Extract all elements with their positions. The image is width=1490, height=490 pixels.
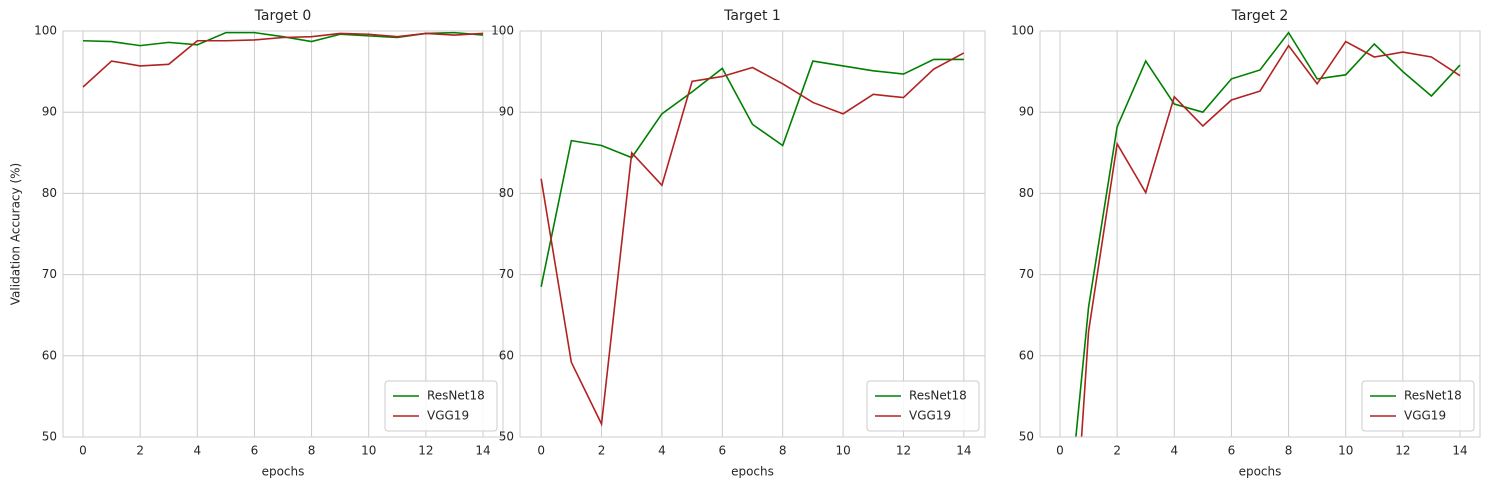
series-line xyxy=(540,58,964,287)
panel: 50 60 70 80 90 100 0 2 4 6 8 10 12 14 Target 2 epochs Re… xyxy=(1011,8,1481,479)
x-axis-label: epochs xyxy=(1239,465,1282,479)
y-tick-label: 70 xyxy=(499,267,514,281)
series-line xyxy=(82,32,484,88)
legend-box xyxy=(866,380,980,432)
legend-label: ResNet18 xyxy=(427,389,485,403)
y-tick-label: 60 xyxy=(499,348,514,362)
y-tick-label: 100 xyxy=(34,24,57,38)
legend-label: VGG19 xyxy=(1404,409,1446,423)
y-tick-label: 100 xyxy=(1011,24,1034,38)
series-line xyxy=(1075,31,1461,437)
x-tick-label: 4 xyxy=(658,444,666,458)
x-tick-label: 12 xyxy=(418,444,433,458)
chart-title: Target 1 xyxy=(723,8,781,24)
x-axis-label: epochs xyxy=(731,465,774,479)
y-tick-label: 50 xyxy=(42,430,57,444)
x-tick-label: 6 xyxy=(718,444,726,458)
chart-title: Target 0 xyxy=(254,8,312,24)
x-tick-label: 10 xyxy=(1338,444,1353,458)
x-tick-label: 10 xyxy=(361,444,376,458)
x-tick-label: 14 xyxy=(1452,444,1467,458)
panel: 50 60 70 80 90 100 0 2 4 6 8 10 12 14 Target 0 epochs Va… xyxy=(9,8,504,479)
x-tick-label: 4 xyxy=(1170,444,1178,458)
legend-label: VGG19 xyxy=(427,409,469,423)
x-tick-label: 6 xyxy=(1228,444,1236,458)
series-line xyxy=(1080,40,1461,437)
legend-label: ResNet18 xyxy=(1404,389,1462,403)
x-tick-label: 2 xyxy=(1113,444,1121,458)
x-tick-label: 0 xyxy=(537,444,545,458)
x-tick-label: 14 xyxy=(956,444,971,458)
x-axis-label: epochs xyxy=(262,465,305,479)
chart-title: Target 2 xyxy=(1231,8,1289,24)
x-tick-label: 12 xyxy=(896,444,911,458)
legend: ResNet18 VGG19 xyxy=(1361,380,1475,432)
y-tick-label: 50 xyxy=(499,430,514,444)
y-tick-label: 80 xyxy=(499,186,514,200)
y-tick-label: 90 xyxy=(1019,105,1034,119)
x-tick-label: 4 xyxy=(193,444,201,458)
x-tick-label: 0 xyxy=(79,444,87,458)
y-axis-label: Validation Accuracy (%) xyxy=(9,163,23,305)
y-tick-label: 100 xyxy=(491,24,514,38)
x-tick-label: 0 xyxy=(1056,444,1064,458)
y-tick-label: 90 xyxy=(42,105,57,119)
x-tick-label: 8 xyxy=(1285,444,1293,458)
y-tick-label: 80 xyxy=(42,186,57,200)
plot-lines xyxy=(1075,31,1461,437)
plot-frame xyxy=(1039,30,1481,438)
x-tick-label: 6 xyxy=(251,444,259,458)
x-tick-label: 8 xyxy=(308,444,316,458)
x-tick-label: 2 xyxy=(598,444,606,458)
y-tick-label: 50 xyxy=(1019,430,1034,444)
x-tick-label: 2 xyxy=(136,444,144,458)
legend: ResNet18 VGG19 xyxy=(866,380,980,432)
y-tick-label: 70 xyxy=(42,267,57,281)
y-tick-label: 80 xyxy=(1019,186,1034,200)
legend: ResNet18 VGG19 xyxy=(384,380,498,432)
y-tick-label: 60 xyxy=(1019,348,1034,362)
plot-lines xyxy=(540,52,965,427)
panel: 50 60 70 80 90 100 0 2 4 6 8 10 12 14 Target 1 epochs Re… xyxy=(491,8,986,479)
plot-frame xyxy=(519,30,986,438)
x-tick-label: 8 xyxy=(779,444,787,458)
plot-lines xyxy=(82,31,484,88)
plot-frame xyxy=(62,30,504,438)
legend-box xyxy=(384,380,498,432)
series-line xyxy=(82,31,484,47)
x-tick-label: 14 xyxy=(475,444,490,458)
y-tick-label: 90 xyxy=(499,105,514,119)
x-tick-label: 10 xyxy=(835,444,850,458)
y-tick-label: 70 xyxy=(1019,267,1034,281)
y-tick-label: 60 xyxy=(42,348,57,362)
x-tick-label: 12 xyxy=(1395,444,1410,458)
legend-label: ResNet18 xyxy=(909,389,967,403)
legend-box xyxy=(1361,380,1475,432)
series-line xyxy=(540,52,965,427)
legend-label: VGG19 xyxy=(909,409,951,423)
